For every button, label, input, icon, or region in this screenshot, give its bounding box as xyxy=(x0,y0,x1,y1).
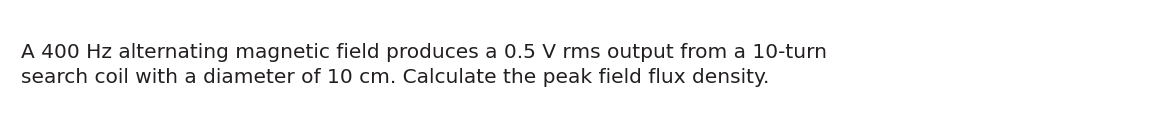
Text: A 400 Hz alternating magnetic field produces a 0.5 V rms output from a 10-turn
s: A 400 Hz alternating magnetic field prod… xyxy=(21,43,827,87)
